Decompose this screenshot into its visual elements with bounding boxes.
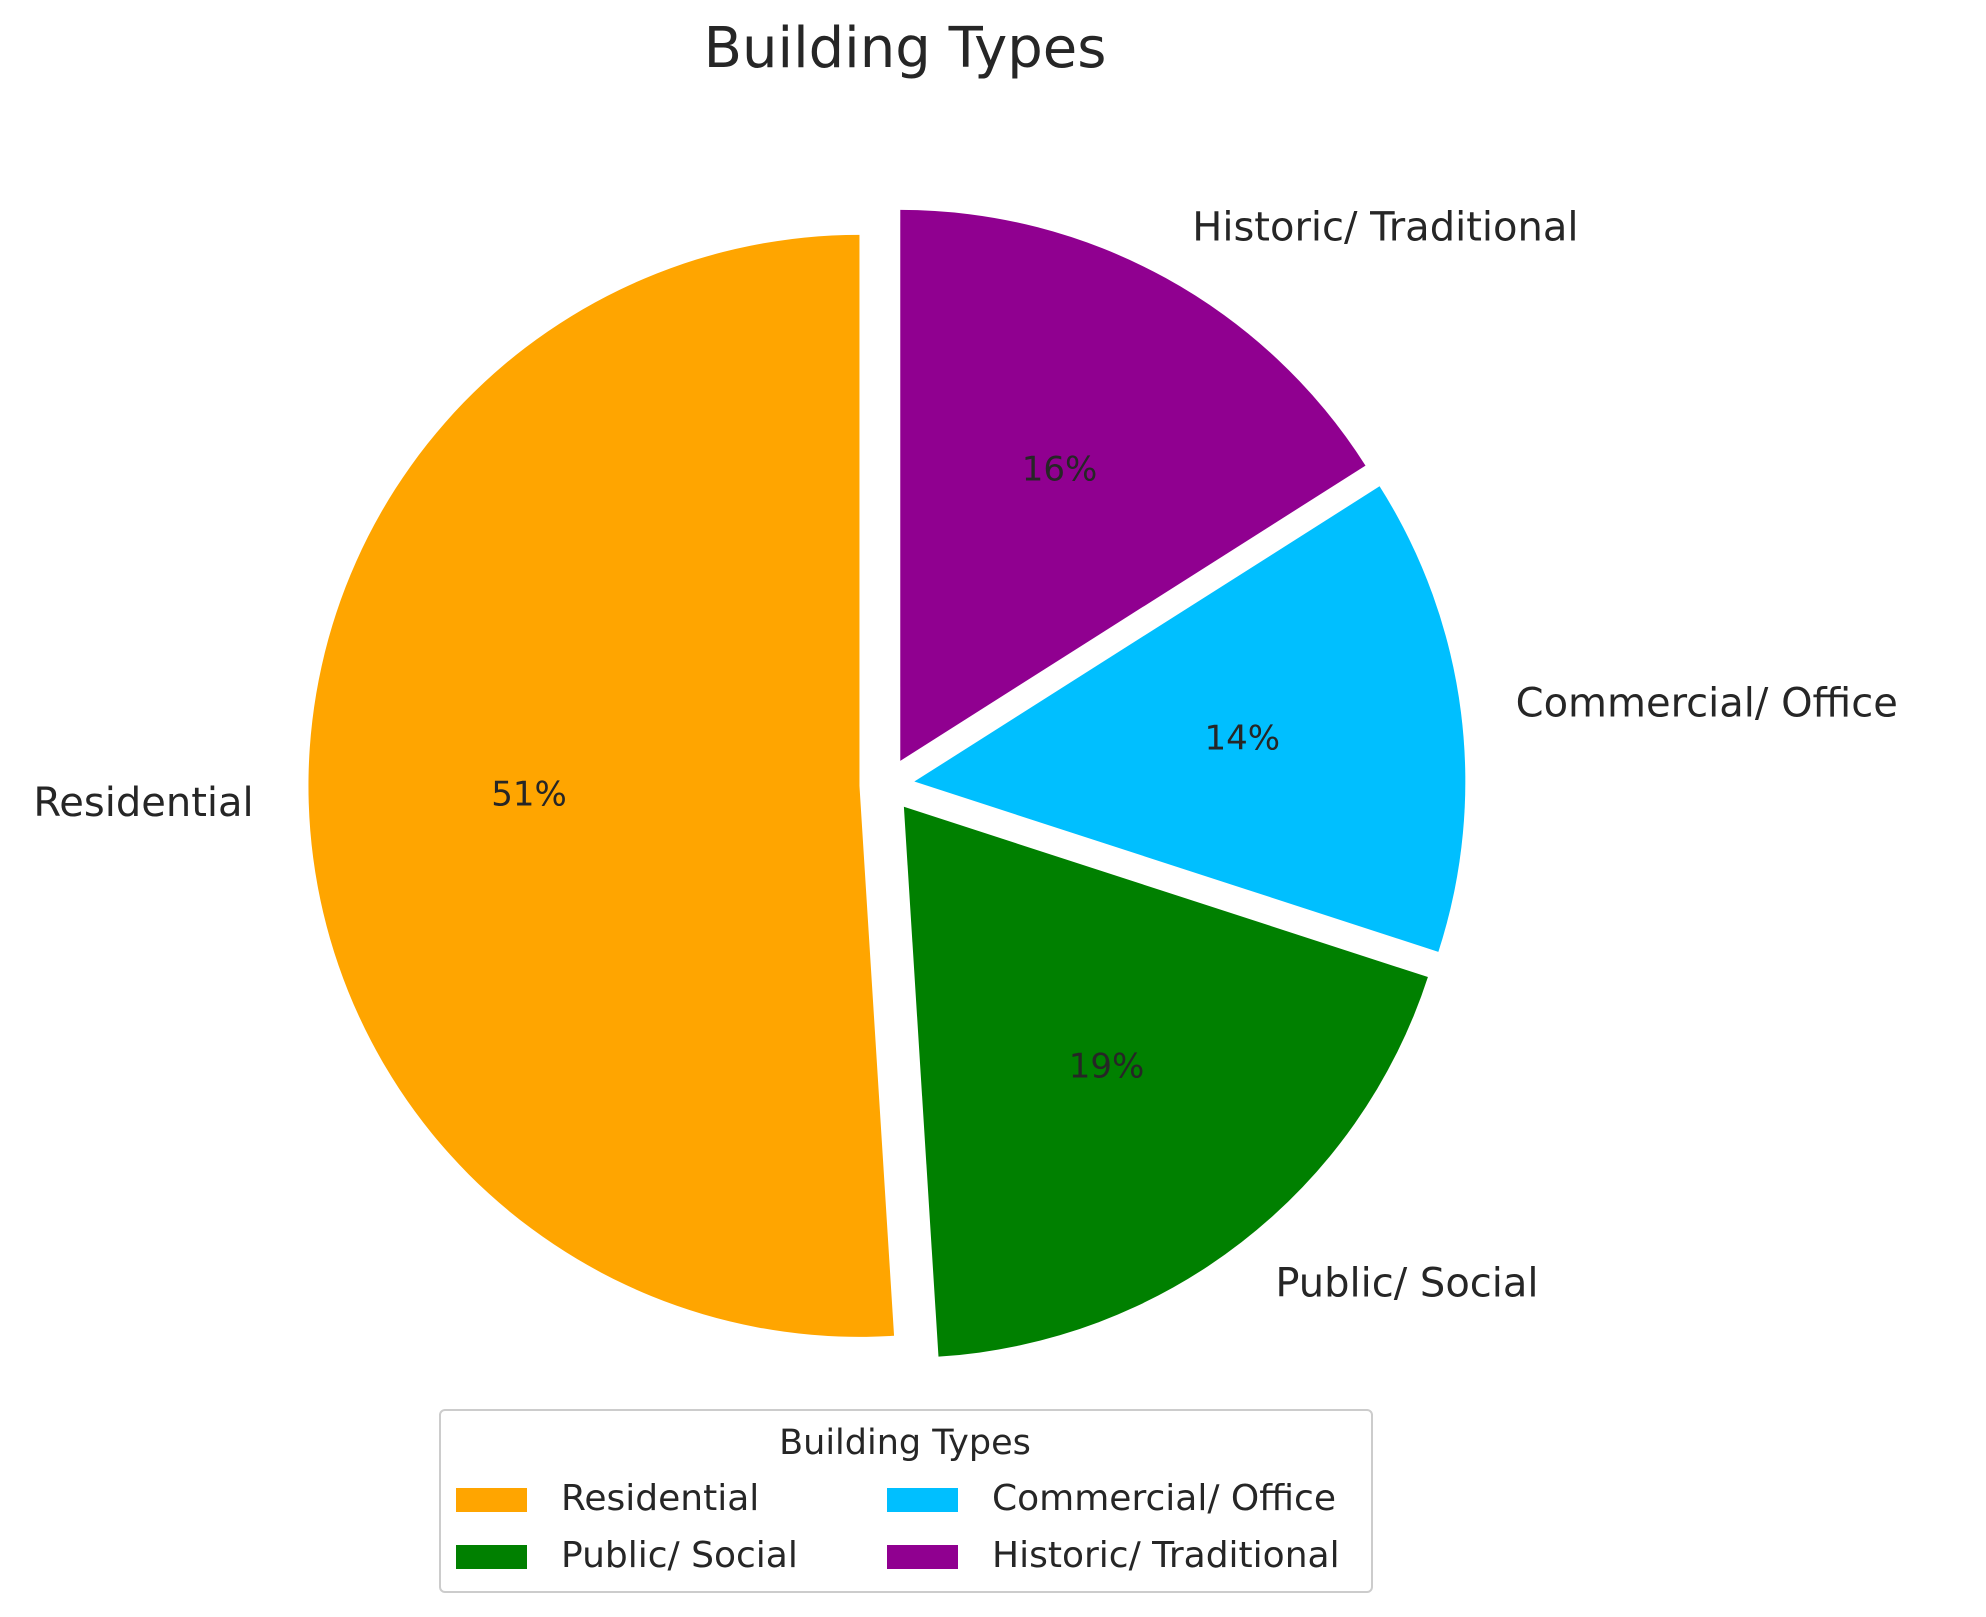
percent-label: 51%: [491, 775, 567, 815]
legend-swatch: [456, 1545, 527, 1569]
percent-label: 19%: [1069, 1046, 1145, 1086]
percent-label: 14%: [1205, 719, 1281, 759]
slice-label: Public/ Social: [1275, 1261, 1538, 1307]
legend-label: Public/ Social: [561, 1535, 798, 1576]
pie-slice: [903, 806, 1428, 1357]
slice-label: Historic/ Traditional: [1192, 205, 1578, 251]
legend-title: Building Types: [779, 1423, 1031, 1463]
legend-label: Historic/ Traditional: [992, 1535, 1340, 1576]
legend-label: Commercial/ Office: [992, 1478, 1336, 1519]
chart-title: Building Types: [704, 16, 1107, 81]
pie-slice: [914, 486, 1466, 952]
legend-swatch: [887, 1545, 958, 1569]
legend: Building Types Residential Public/ Social C…: [439, 1409, 1373, 1593]
percent-label: 16%: [1022, 450, 1098, 490]
slice-label: Residential: [33, 780, 253, 826]
legend-label: Residential: [561, 1478, 759, 1519]
pie-slice: [308, 234, 895, 1337]
slice-label: Commercial/ Office: [1516, 681, 1898, 727]
legend-swatch: [887, 1488, 958, 1512]
legend-swatch: [456, 1488, 527, 1512]
pie-slice: [900, 209, 1366, 761]
